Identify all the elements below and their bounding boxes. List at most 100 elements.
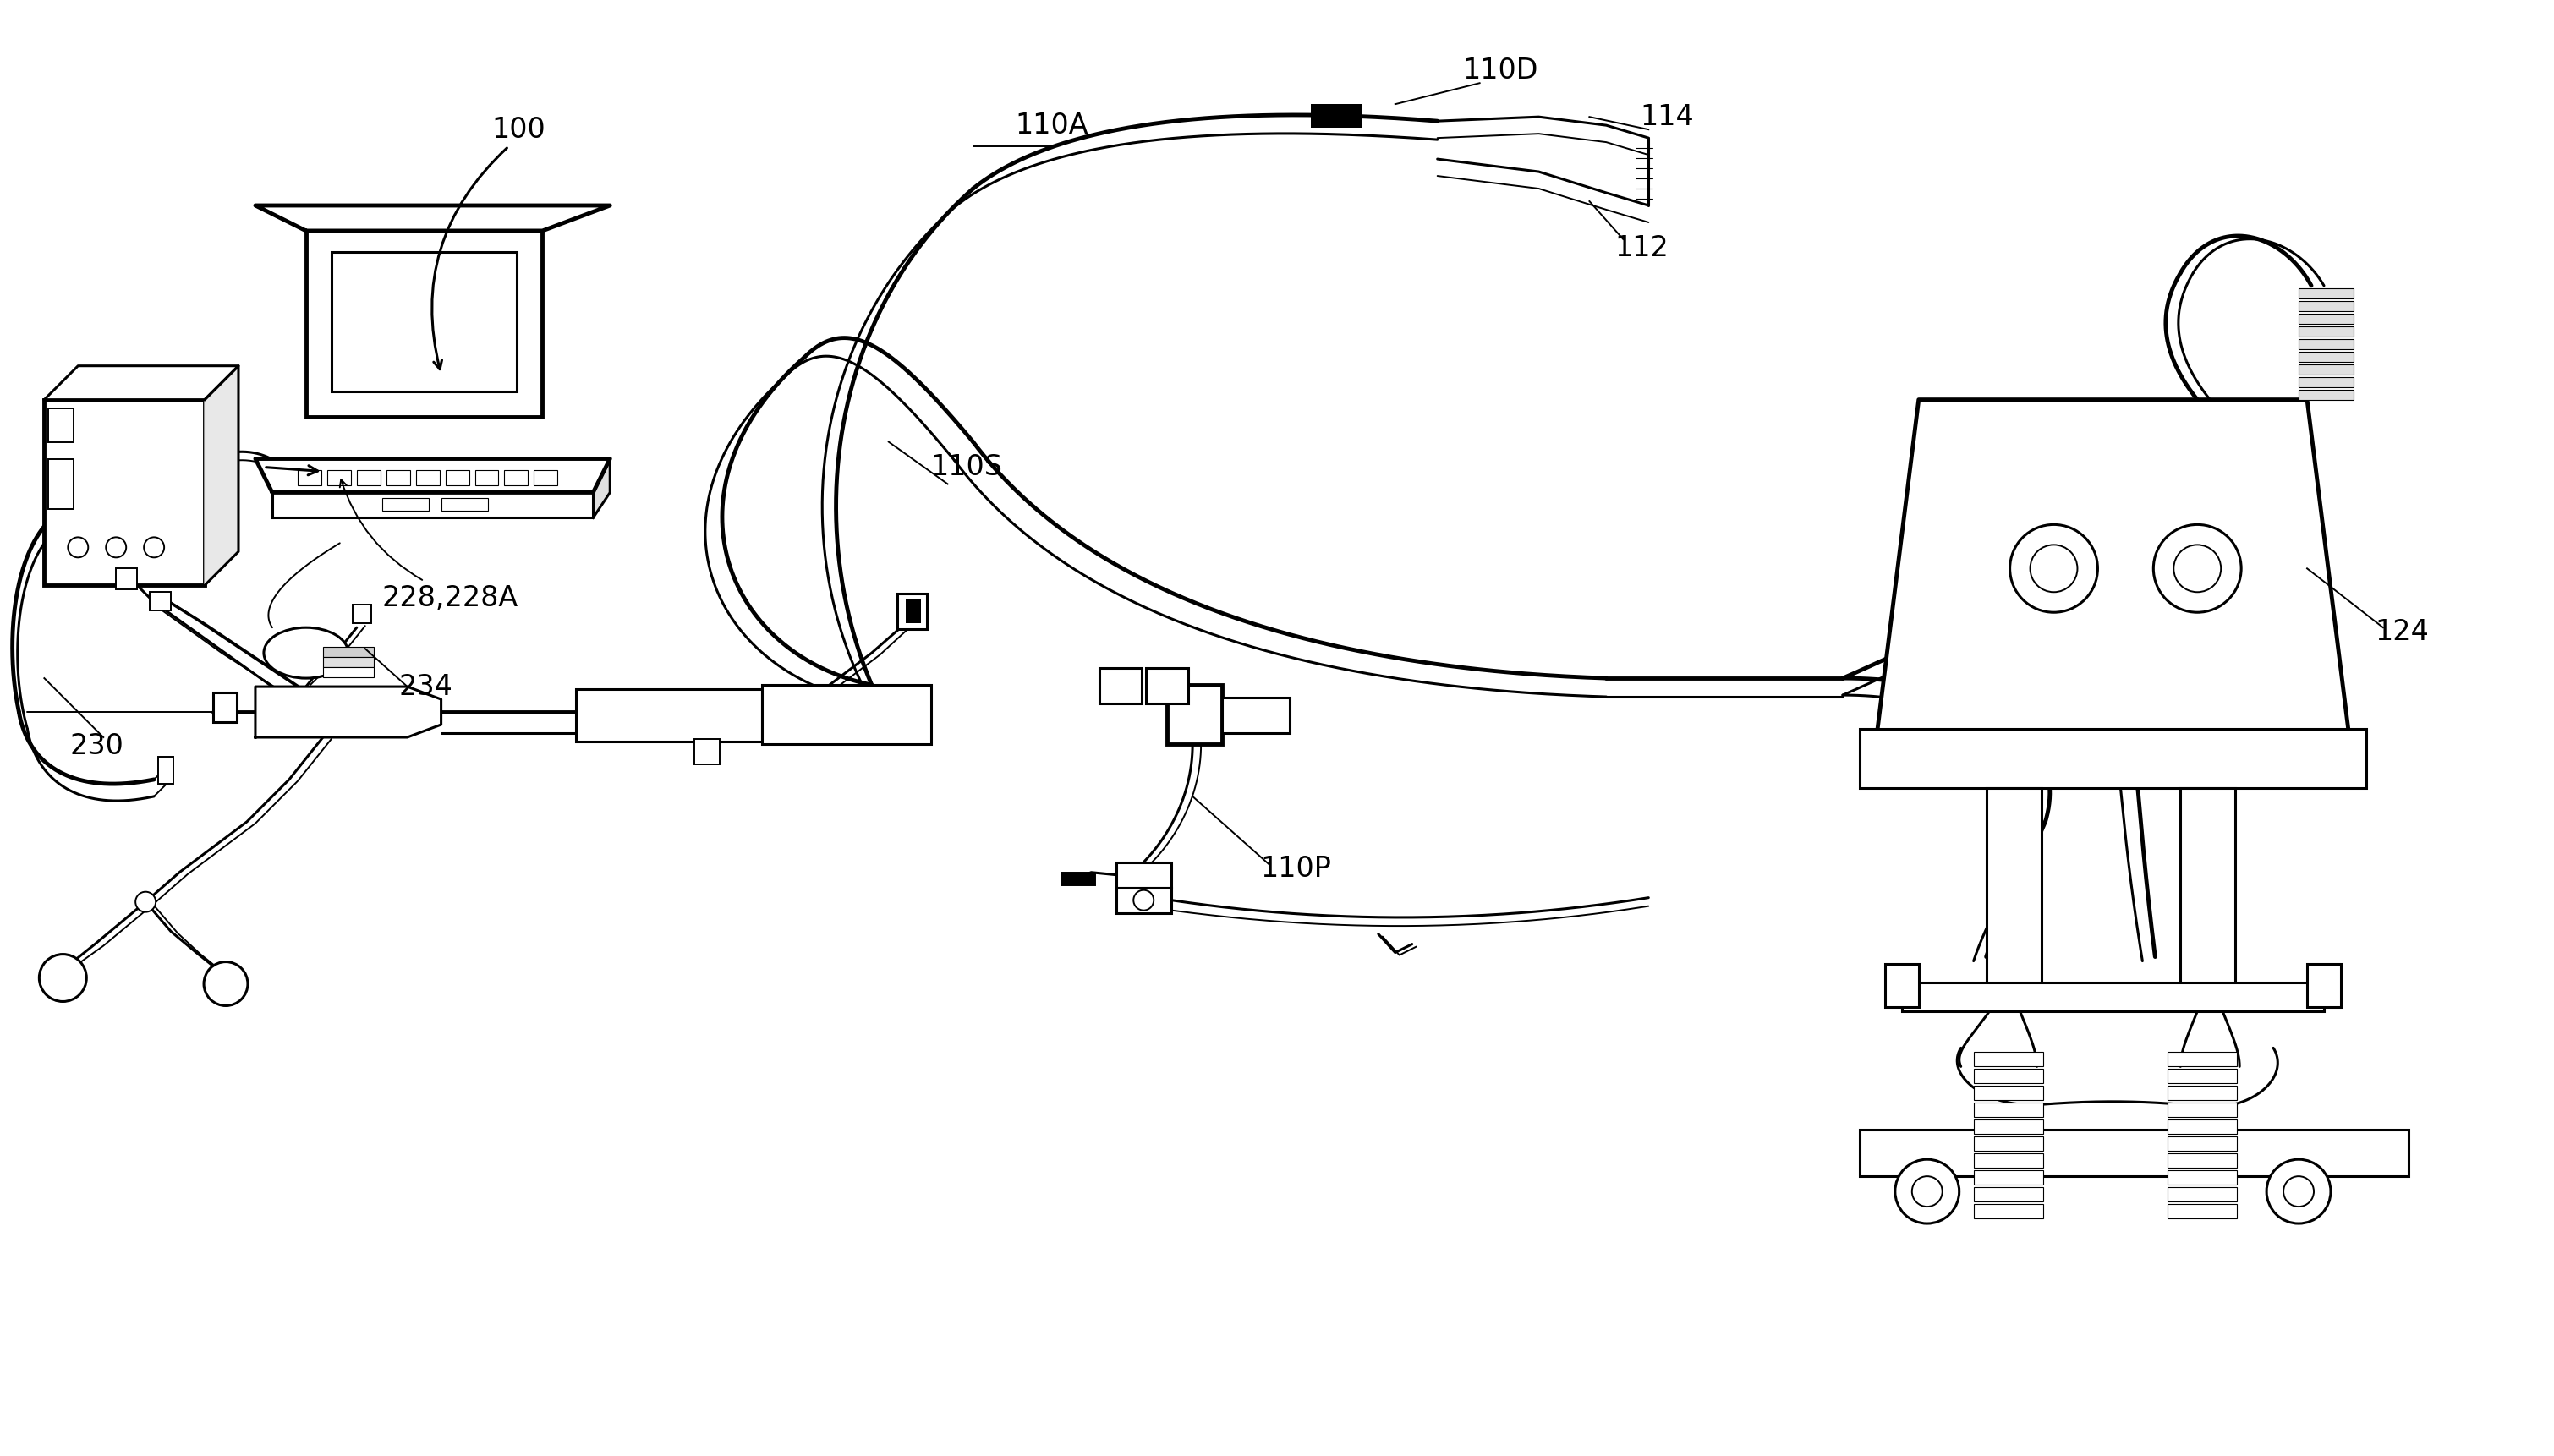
Circle shape	[2173, 545, 2222, 593]
Bar	[2299, 339, 2355, 349]
Bar	[1974, 1187, 2043, 1201]
Circle shape	[69, 537, 89, 558]
Bar	[158, 757, 174, 783]
Bar	[43, 399, 204, 585]
Bar	[1974, 1053, 2043, 1066]
Bar	[2168, 1171, 2237, 1185]
Bar	[322, 667, 373, 677]
Circle shape	[2030, 545, 2076, 593]
Bar	[2299, 390, 2355, 399]
Bar	[1223, 697, 1290, 732]
Bar	[2299, 288, 2355, 298]
Polygon shape	[43, 365, 238, 399]
Polygon shape	[204, 365, 238, 585]
Bar	[695, 740, 720, 764]
Bar	[2168, 1137, 2237, 1150]
Bar	[1885, 964, 1918, 1008]
Text: 228,228A: 228,228A	[383, 584, 518, 613]
Bar	[577, 689, 761, 741]
Text: 114: 114	[1640, 103, 1693, 131]
Bar	[1859, 729, 2365, 788]
Bar	[322, 646, 373, 657]
Bar	[151, 593, 171, 610]
Bar	[1147, 668, 1188, 703]
Bar	[2299, 377, 2355, 387]
Bar	[475, 470, 498, 486]
Bar	[306, 232, 541, 416]
Bar	[1062, 872, 1096, 885]
Bar	[1101, 668, 1142, 703]
Bar	[115, 568, 138, 590]
Bar	[1903, 983, 2324, 1012]
Bar	[506, 470, 529, 486]
Polygon shape	[1877, 399, 2350, 737]
Ellipse shape	[263, 628, 347, 678]
Bar	[2168, 1102, 2237, 1117]
Bar	[1310, 105, 1361, 128]
Bar	[907, 600, 919, 623]
Bar	[416, 470, 439, 486]
Polygon shape	[255, 687, 442, 737]
Text: 110S: 110S	[930, 454, 1004, 482]
Circle shape	[1895, 1159, 1959, 1223]
Circle shape	[105, 537, 125, 558]
Bar	[2168, 1069, 2237, 1083]
Circle shape	[1913, 1176, 1944, 1207]
Circle shape	[135, 891, 156, 911]
Bar	[1859, 1130, 2408, 1176]
Polygon shape	[593, 459, 610, 518]
Bar	[2299, 313, 2355, 323]
Bar	[2299, 301, 2355, 312]
Bar	[386, 470, 409, 486]
Bar	[332, 252, 516, 392]
Circle shape	[2010, 524, 2097, 613]
Bar	[2299, 326, 2355, 336]
Bar	[49, 459, 74, 510]
Bar	[1974, 1153, 2043, 1168]
Text: 110P: 110P	[1259, 855, 1331, 882]
Circle shape	[2283, 1176, 2314, 1207]
Bar	[299, 470, 322, 486]
Bar	[2181, 788, 2235, 990]
Circle shape	[204, 962, 248, 1006]
Bar	[2168, 1153, 2237, 1168]
Bar	[1974, 1204, 2043, 1219]
Bar	[2168, 1187, 2237, 1201]
Bar	[1987, 788, 2041, 990]
Text: 110D: 110D	[1463, 57, 1538, 84]
Circle shape	[38, 954, 87, 1002]
Text: 124: 124	[2375, 619, 2429, 646]
Circle shape	[1134, 890, 1154, 910]
Circle shape	[2153, 524, 2242, 613]
Circle shape	[143, 537, 163, 558]
Bar	[2168, 1120, 2237, 1134]
Bar	[1974, 1120, 2043, 1134]
Bar	[49, 408, 74, 441]
Bar	[358, 470, 381, 486]
Bar	[322, 657, 373, 667]
Bar	[383, 498, 429, 511]
Bar	[896, 594, 927, 629]
Polygon shape	[273, 492, 593, 518]
Circle shape	[2265, 1159, 2332, 1223]
Bar	[2168, 1053, 2237, 1066]
Bar	[1116, 888, 1172, 913]
Bar	[2168, 1086, 2237, 1101]
Text: 100: 100	[493, 116, 547, 144]
Bar	[2299, 364, 2355, 374]
Bar	[534, 470, 557, 486]
Text: 230: 230	[69, 732, 123, 760]
Bar	[1974, 1137, 2043, 1150]
Text: 110A: 110A	[1016, 112, 1088, 140]
Polygon shape	[255, 205, 610, 232]
Bar	[1974, 1102, 2043, 1117]
Bar	[2306, 964, 2342, 1008]
Bar	[1974, 1171, 2043, 1185]
Bar	[761, 684, 930, 744]
Bar	[212, 693, 238, 722]
Text: 234: 234	[398, 673, 452, 700]
Bar	[1167, 684, 1223, 744]
Polygon shape	[255, 459, 610, 492]
Bar	[2168, 1204, 2237, 1219]
Bar	[444, 470, 470, 486]
